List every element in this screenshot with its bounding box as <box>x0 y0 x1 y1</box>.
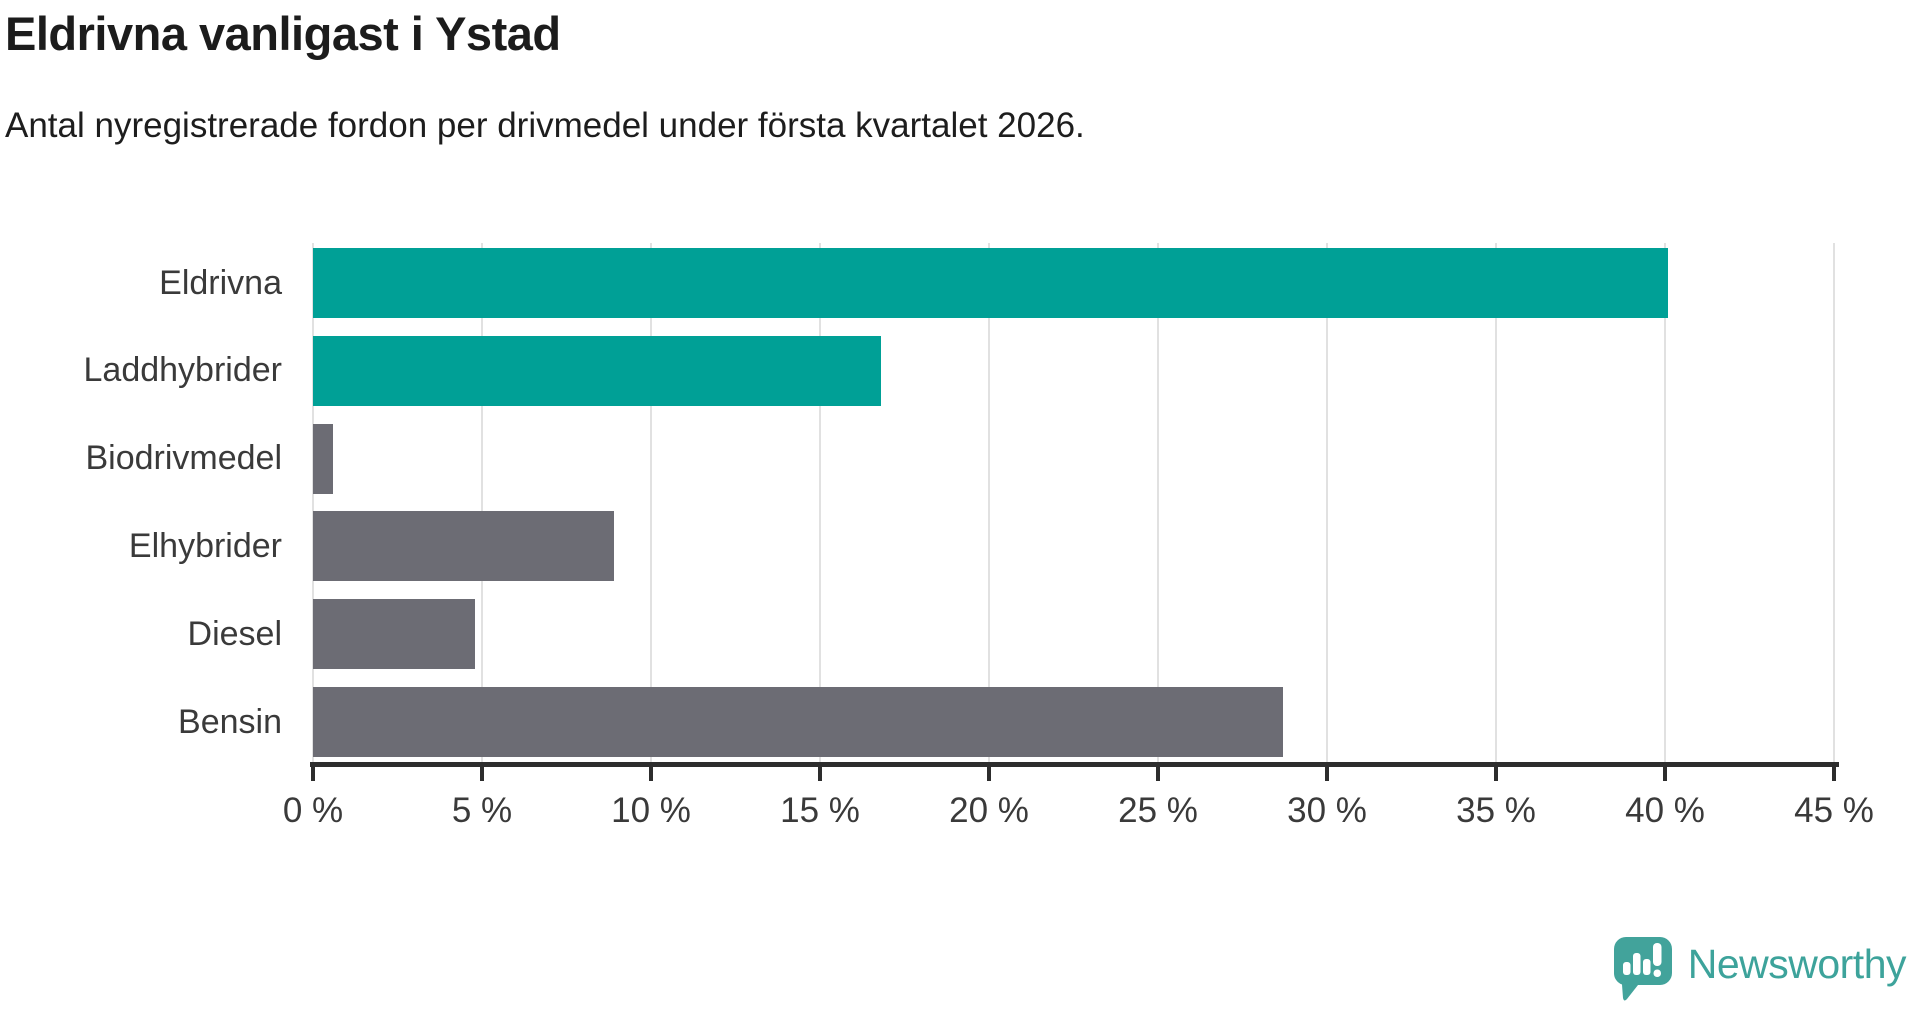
bar-bensin <box>313 687 1284 757</box>
newsworthy-logo-text: Newsworthy <box>1687 940 1907 987</box>
gridline <box>1495 243 1497 762</box>
category-label: Diesel <box>187 614 282 653</box>
x-tick-label: 30 % <box>1287 791 1367 830</box>
newsworthy-logo-icon <box>1613 937 1672 1001</box>
category-label: Laddhybrider <box>83 351 282 390</box>
x-tick <box>480 762 484 781</box>
gridline <box>1326 243 1328 762</box>
x-tick <box>311 762 315 781</box>
bar-biodrivmedel <box>313 423 334 494</box>
x-tick <box>1494 762 1498 781</box>
chart-subtitle: Antal nyregistrerade fordon per drivmede… <box>5 106 1085 145</box>
x-tick-label: 5 % <box>451 791 513 830</box>
newsworthy-branding: Newsworthy <box>1612 936 1907 1002</box>
mini-bar-1-icon <box>1622 962 1631 975</box>
gridline <box>650 243 652 762</box>
category-label: Eldrivna <box>159 263 282 302</box>
x-tick-label: 45 % <box>1794 791 1874 830</box>
mini-bar-2-icon <box>1632 953 1641 975</box>
bar-diesel <box>313 599 476 670</box>
mini-bar-3-icon <box>1642 959 1651 975</box>
x-tick-label: 10 % <box>611 791 691 830</box>
gridline <box>312 243 314 762</box>
category-label: Biodrivmedel <box>85 439 282 478</box>
gridline <box>481 243 483 762</box>
x-tick <box>1663 762 1667 781</box>
gridline <box>1833 243 1835 762</box>
x-tick <box>1832 762 1836 781</box>
gridline <box>1157 243 1159 762</box>
plot-area <box>312 243 1835 762</box>
bar-eldrivna <box>313 248 1669 318</box>
gridline <box>988 243 990 762</box>
x-tick <box>649 762 653 781</box>
x-tick-label: 15 % <box>780 791 860 830</box>
x-tick <box>1156 762 1160 781</box>
chart-title: Eldrivna vanligast i Ystad <box>5 7 561 60</box>
x-tick <box>1325 762 1329 781</box>
speech-bubble-shape <box>1613 937 1672 1001</box>
gridline <box>819 243 821 762</box>
exclamation-dot-icon <box>1653 969 1661 977</box>
bar-elhybrider <box>313 511 614 582</box>
x-tick <box>818 762 822 781</box>
x-axis-line <box>310 762 1839 767</box>
x-tick <box>987 762 991 781</box>
gridline <box>1664 243 1666 762</box>
x-tick-label: 0 % <box>282 791 344 830</box>
bar-laddhybrider <box>313 335 881 406</box>
bar-chart: Eldrivna Laddhybrider Biodrivmedel Elhybrid… <box>83 243 1874 830</box>
exclamation-bar-icon <box>1652 943 1662 966</box>
x-tick-label: 35 % <box>1456 791 1536 830</box>
x-tick-label: 20 % <box>949 791 1029 830</box>
x-tick-label: 40 % <box>1625 791 1705 830</box>
category-label: Bensin <box>178 702 282 741</box>
category-label: Elhybrider <box>128 526 282 565</box>
x-tick-label: 25 % <box>1118 791 1198 830</box>
